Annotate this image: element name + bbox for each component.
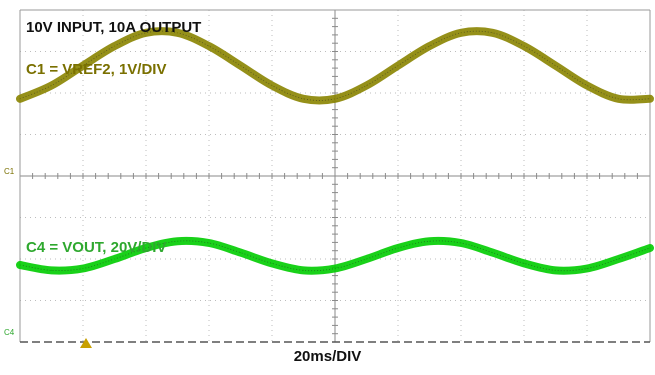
series-point-c4 xyxy=(50,269,53,271)
series-point-c1 xyxy=(82,65,84,67)
series-point-c1 xyxy=(397,65,399,67)
series-point-c4 xyxy=(334,267,336,270)
series-point-c4 xyxy=(19,264,21,266)
series-point-c4 xyxy=(617,258,620,260)
x-axis-label: 20ms/DIV xyxy=(293,348,362,365)
series-point-c1 xyxy=(334,98,336,100)
series-point-c4 xyxy=(554,269,557,271)
chart-title: 10V INPUT, 10A OUTPUT xyxy=(26,19,201,36)
series-point-c4 xyxy=(523,262,525,264)
series-point-c4 xyxy=(428,240,431,242)
series-point-c1 xyxy=(617,98,620,100)
series-point-c1 xyxy=(239,65,242,67)
series-point-c1 xyxy=(460,32,462,34)
series-point-c1 xyxy=(491,32,494,34)
series-point-c4 xyxy=(145,247,147,249)
traces xyxy=(16,27,654,275)
series-point-c4 xyxy=(271,262,273,264)
series-label-c1: C1 = VREF2, 1V/DIV xyxy=(26,61,166,78)
trigger-marker-icon xyxy=(80,338,92,348)
series-point-c4 xyxy=(239,252,242,254)
series-point-c1 xyxy=(50,84,53,87)
series-point-c4 xyxy=(365,258,368,260)
series-point-c1 xyxy=(586,84,588,87)
series-point-c1 xyxy=(302,98,305,100)
series-point-c4 xyxy=(113,258,116,260)
series-point-c4 xyxy=(460,242,462,244)
series-point-c4 xyxy=(491,252,494,254)
series-point-c4 xyxy=(176,240,179,242)
channel-marker-c4: C4 xyxy=(4,328,15,337)
series-point-c1 xyxy=(365,84,368,87)
series-point-c1 xyxy=(208,45,210,47)
series-label-c4: C4 = VOUT, 20V/DIV xyxy=(26,239,166,256)
series-point-c1 xyxy=(271,84,273,87)
series-point-c4 xyxy=(302,269,305,271)
series-point-c1 xyxy=(19,98,21,100)
series-point-c1 xyxy=(523,45,525,47)
series-point-c1 xyxy=(113,45,116,47)
series-point-c4 xyxy=(208,242,210,244)
series-point-c4 xyxy=(586,267,588,270)
series-point-c1 xyxy=(649,98,651,100)
series-point-c1 xyxy=(176,32,179,34)
series-noise-c4 xyxy=(19,240,651,272)
series-point-c4 xyxy=(649,247,651,249)
series-point-c4 xyxy=(82,267,84,270)
channel-marker-c1: C1 xyxy=(4,167,15,176)
series-point-c4 xyxy=(397,247,399,249)
series-point-c1 xyxy=(428,45,431,47)
series-point-c1 xyxy=(145,32,147,34)
series-point-c1 xyxy=(554,65,557,67)
